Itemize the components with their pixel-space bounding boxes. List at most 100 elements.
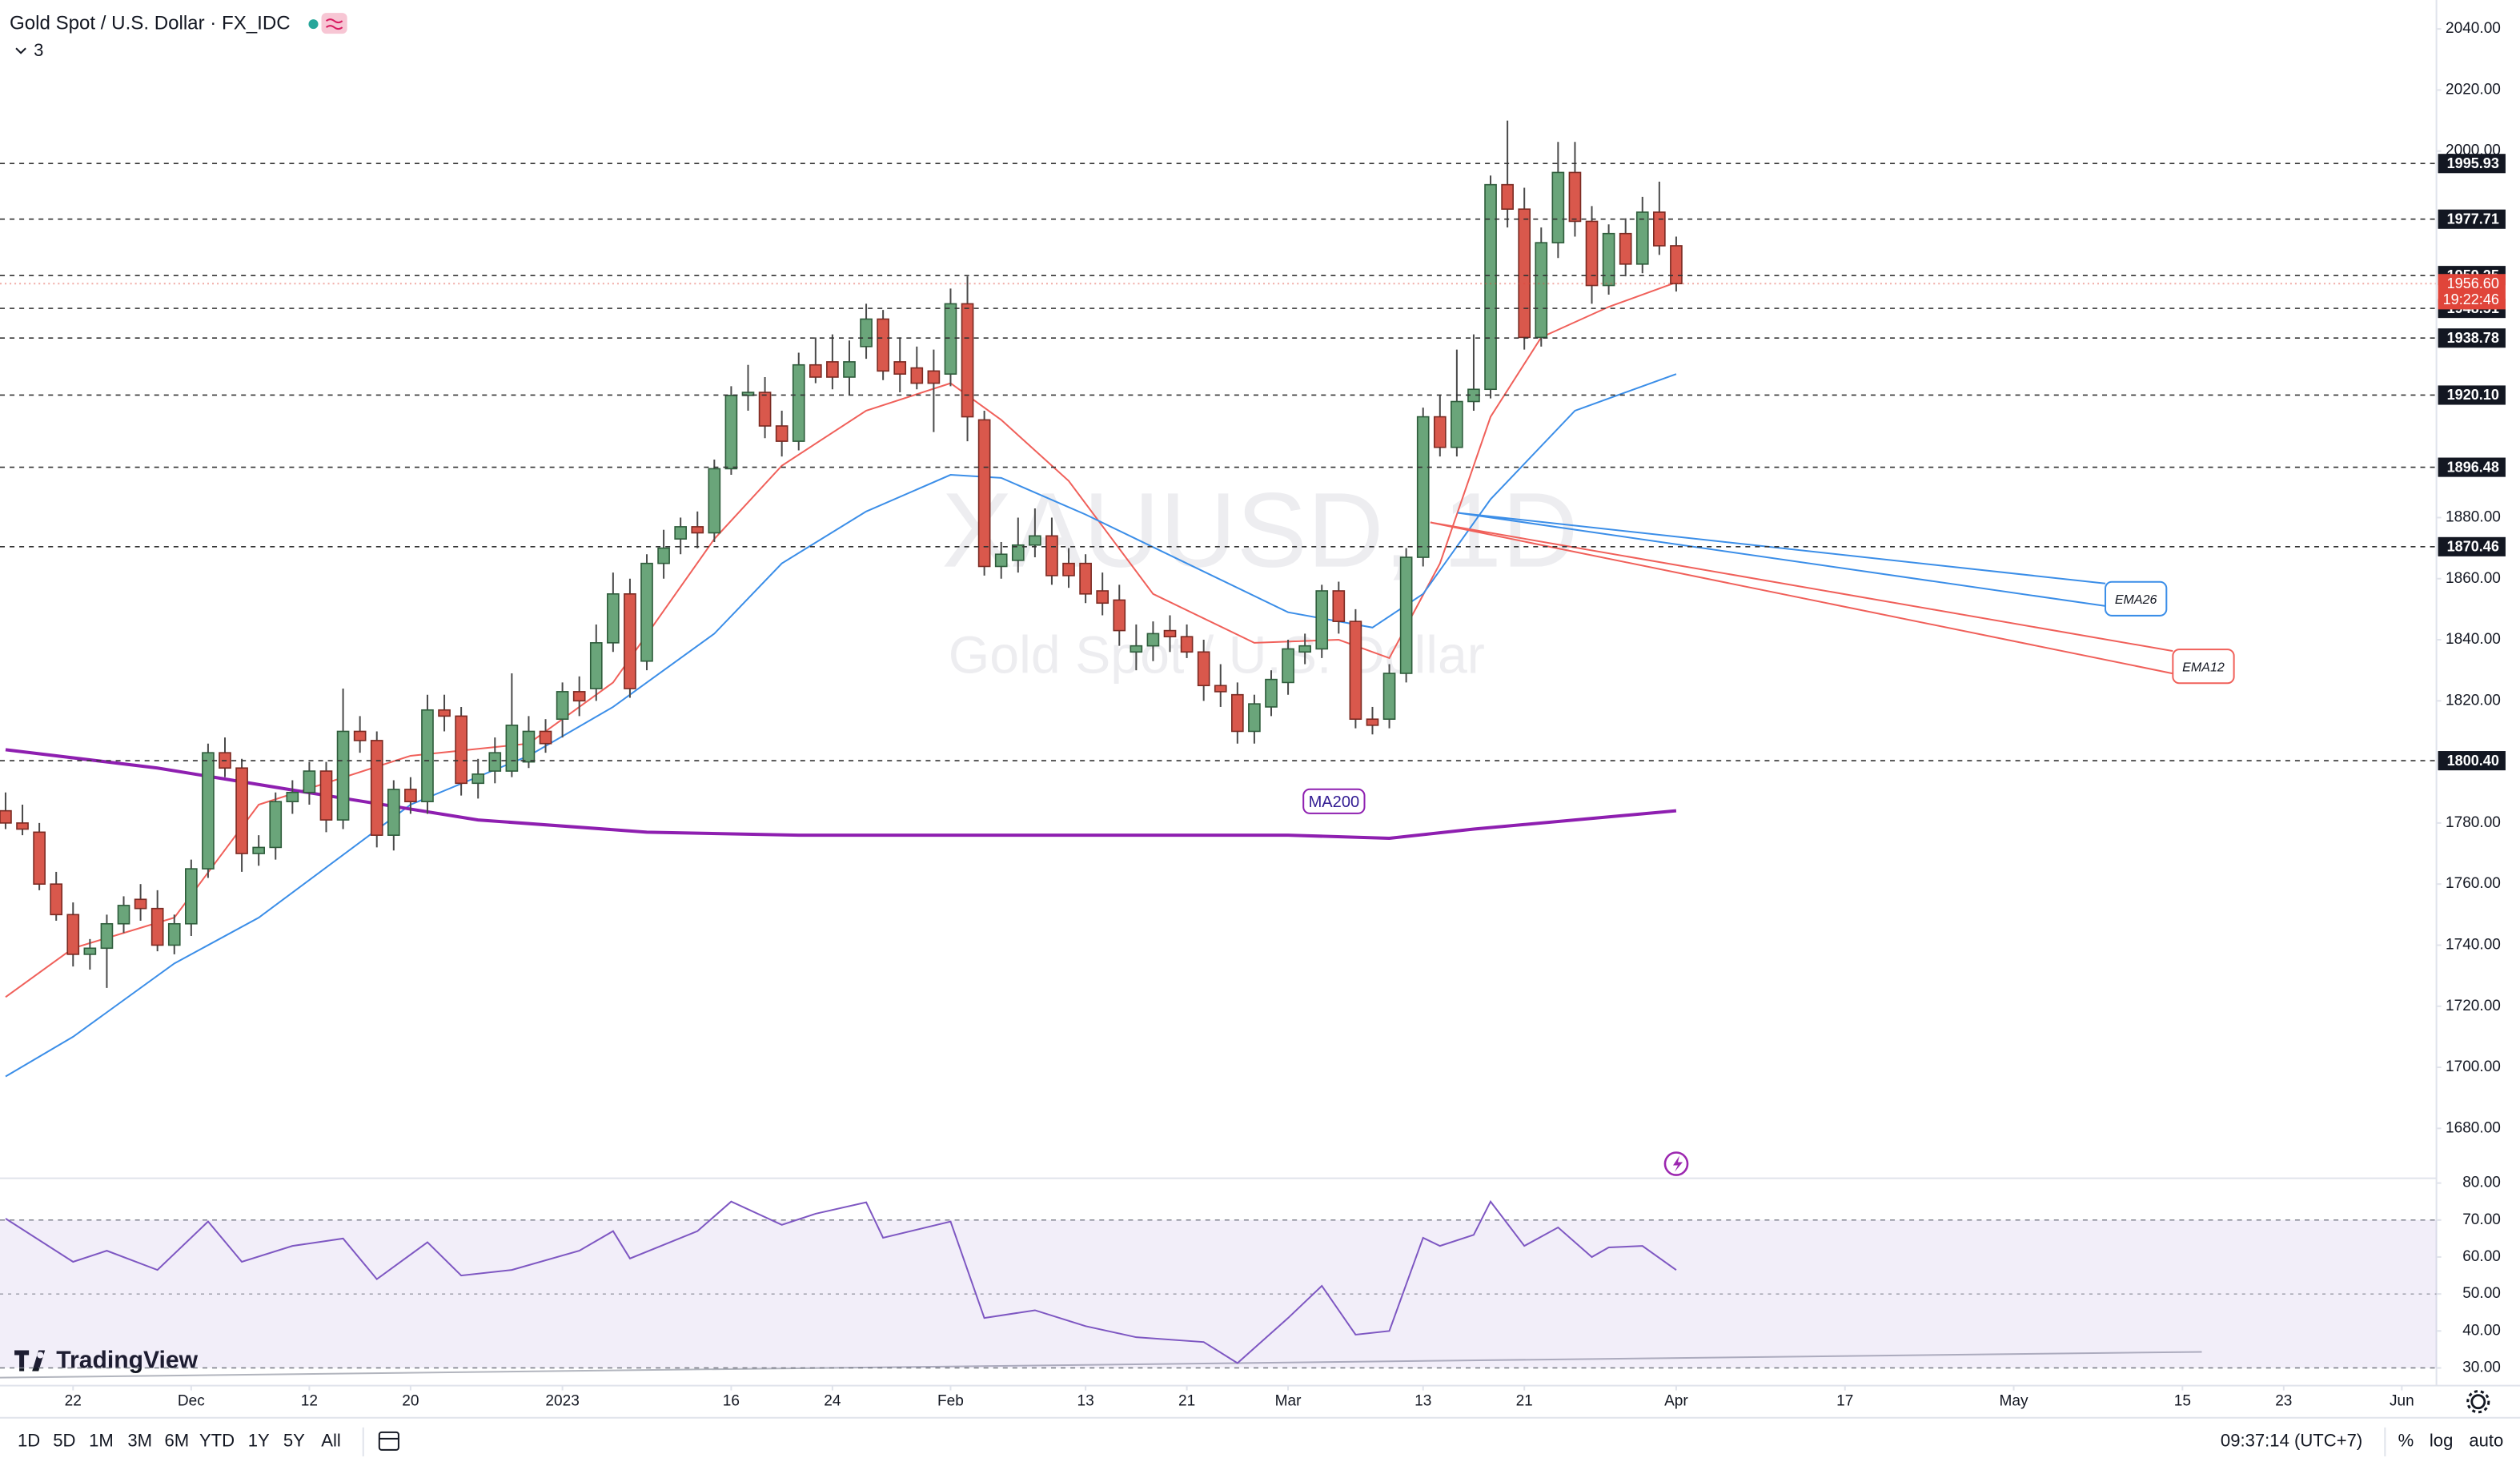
- candle-body: [758, 392, 772, 427]
- countdown-label: 19:22:46: [2443, 291, 2499, 307]
- indicator-line: [5, 281, 1677, 998]
- candle-body: [1518, 208, 1531, 339]
- x-tick-label: 2023: [545, 1393, 579, 1410]
- x-tick-label: May: [2000, 1393, 2028, 1410]
- y-tick-label: 1840.00: [2446, 631, 2501, 648]
- candle-body: [117, 905, 130, 925]
- candle-body: [471, 773, 485, 785]
- y-tick-label: 1720.00: [2446, 998, 2501, 1014]
- level-tag: [2438, 457, 2506, 477]
- callout-box[interactable]: [2172, 649, 2235, 685]
- x-tick-label: 21: [1178, 1393, 1195, 1410]
- candle-body: [455, 715, 467, 785]
- range-button[interactable]: All: [321, 1431, 341, 1451]
- candle-body: [994, 553, 1008, 568]
- level-tag: [2438, 385, 2506, 405]
- candle-body: [252, 846, 265, 854]
- y-tick-label: 1780.00: [2446, 814, 2501, 831]
- range-button[interactable]: 1D: [18, 1431, 40, 1451]
- scale-option[interactable]: %: [2398, 1431, 2414, 1451]
- candle-body: [977, 419, 991, 568]
- candle-body: [1045, 535, 1058, 576]
- candle-body: [657, 547, 670, 564]
- candle-body: [1315, 590, 1329, 650]
- level-tag: [2438, 154, 2506, 174]
- candle-body: [438, 709, 451, 717]
- candle-body: [235, 767, 248, 854]
- candle-body: [1096, 590, 1110, 604]
- candle-body: [1332, 590, 1346, 622]
- x-tick-label: 13: [1414, 1393, 1431, 1410]
- y-tick-label: 1880.00: [2446, 508, 2501, 525]
- candle-body: [910, 367, 924, 384]
- status-dot: [308, 19, 319, 30]
- range-button[interactable]: YTD: [199, 1431, 235, 1451]
- callout-box[interactable]: [2105, 580, 2168, 617]
- rsi-y-tick-label: 70.00: [2462, 1211, 2501, 1228]
- scale-option[interactable]: auto: [2469, 1431, 2503, 1451]
- candle-body: [1653, 211, 1666, 247]
- candle-body: [809, 363, 822, 378]
- candle-body: [1399, 556, 1413, 674]
- level-label: 1896.48: [2447, 459, 2499, 475]
- range-button[interactable]: 5Y: [283, 1431, 305, 1451]
- candle-body: [1248, 703, 1261, 733]
- candle-body: [1551, 171, 1565, 243]
- candle-body: [404, 789, 417, 802]
- candle-body: [319, 770, 333, 821]
- candle-body: [488, 752, 502, 772]
- x-tick-label: 16: [723, 1393, 740, 1410]
- candle-body: [944, 303, 957, 375]
- candle-body: [1214, 685, 1227, 693]
- candle-body: [1535, 242, 1548, 339]
- candle-body: [556, 691, 569, 721]
- y-tick-label: 1680.00: [2446, 1119, 2501, 1136]
- candle-body: [1231, 693, 1244, 733]
- clock[interactable]: 09:37:14 (UTC+7): [2221, 1431, 2362, 1451]
- rsi-y-tick-label: 80.00: [2462, 1175, 2501, 1191]
- candle-body: [303, 770, 316, 793]
- range-button[interactable]: 6M: [165, 1431, 190, 1451]
- candle-body: [792, 363, 805, 442]
- candle-body: [1568, 171, 1582, 223]
- date-range-icon[interactable]: [378, 1431, 399, 1451]
- indicator-count[interactable]: 3: [34, 40, 43, 60]
- level-tag: [2438, 328, 2506, 348]
- candle-body: [877, 318, 889, 372]
- candle-body: [1163, 629, 1177, 638]
- candle-body: [607, 593, 620, 644]
- candle-body: [539, 730, 552, 745]
- candle-body: [691, 526, 704, 534]
- y-tick-label: 1760.00: [2446, 875, 2501, 892]
- status-badge: [321, 13, 347, 34]
- range-button[interactable]: 5D: [53, 1431, 75, 1451]
- collapse-chevron[interactable]: [15, 47, 26, 54]
- settings-icon[interactable]: [2470, 1394, 2486, 1410]
- y-tick-label: 1740.00: [2446, 937, 2501, 954]
- scale-option[interactable]: log: [2430, 1431, 2453, 1451]
- candle-body: [826, 361, 839, 378]
- range-button[interactable]: 1Y: [248, 1431, 270, 1451]
- range-button[interactable]: 1M: [89, 1431, 114, 1451]
- candle-body: [1130, 645, 1143, 653]
- candle-body: [1382, 673, 1396, 721]
- brand-logo: [14, 1350, 46, 1372]
- rsi-pane: [0, 1199, 2437, 1369]
- candle-body: [1298, 645, 1311, 653]
- range-button[interactable]: 3M: [127, 1431, 152, 1451]
- candle-body: [50, 883, 63, 916]
- level-label: 1800.40: [2447, 753, 2499, 769]
- candle-body: [505, 725, 519, 772]
- symbol-title[interactable]: Gold Spot / U.S. Dollar · FX_IDC: [10, 12, 291, 34]
- level-tag: [2438, 209, 2506, 229]
- callout-label: EMA12: [2182, 660, 2225, 674]
- level-label: 1995.93: [2447, 155, 2499, 171]
- alert-icon[interactable]: [1663, 1151, 1689, 1176]
- candle-body: [33, 831, 46, 885]
- candle-body: [927, 370, 941, 384]
- status-badge-icon: [325, 18, 343, 30]
- candle-body: [16, 822, 29, 830]
- callout-box[interactable]: [1302, 788, 1366, 814]
